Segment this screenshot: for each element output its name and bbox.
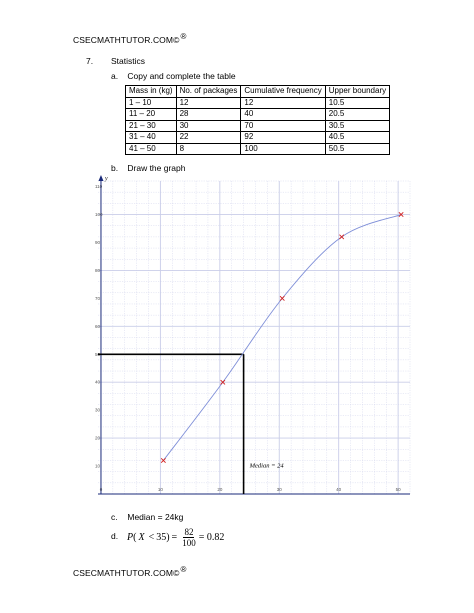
x-tick-label: 20 — [217, 487, 223, 492]
table-cell: 30.5 — [324, 119, 391, 132]
table-cell: 40.5 — [324, 131, 391, 144]
part-a: a. Copy and complete the table — [111, 71, 236, 81]
formula-p: P — [127, 532, 134, 543]
y-tick-label: 50 — [95, 352, 101, 357]
fraction-denominator: 100 — [182, 538, 196, 548]
table-cell: 100 — [240, 142, 326, 155]
table-cell: 31 – 40 — [125, 131, 177, 144]
frequency-table: Mass in (kg) No. of packages Cumulative … — [125, 85, 391, 155]
table-row: 21 – 30 30 70 30.5 — [125, 119, 391, 132]
table-cell: 50.5 — [324, 142, 391, 155]
y-tick-label: 20 — [95, 436, 101, 441]
data-point-marker — [398, 212, 404, 218]
data-point-marker — [220, 379, 226, 385]
formula-x: X — [138, 532, 145, 543]
y-tick-label: 40 — [95, 380, 101, 385]
y-axis-letter: y — [104, 176, 108, 182]
page-footer: CSECMATHTUTOR.COM©® — [73, 565, 186, 578]
x-tick-label: 10 — [158, 487, 164, 492]
table-row: 31 – 40 22 92 40.5 — [125, 131, 391, 144]
graph-axes — [98, 175, 410, 495]
table-row: 41 – 50 8 100 50.5 — [125, 142, 391, 155]
formula-result: = 0.82 — [198, 532, 225, 543]
header-registered-mark: ® — [180, 32, 187, 41]
table-header-cell: Cumulative frequency — [240, 85, 326, 98]
formula-lparen: ( — [133, 532, 137, 543]
median-annotation: Median = 24 — [249, 462, 285, 469]
formula-value: 35 — [156, 532, 167, 543]
formula-equals: = — [171, 532, 178, 543]
part-d-label-wrap: d. — [111, 531, 125, 541]
y-tick-label: 80 — [95, 268, 101, 273]
header-text: CSECMATHTUTOR.COM© — [73, 35, 180, 45]
page-header: CSECMATHTUTOR.COM©® — [73, 32, 186, 45]
y-tick-label: 10 — [95, 464, 101, 469]
table-cell: 10.5 — [324, 96, 391, 109]
part-b-text: Draw the graph — [127, 163, 186, 173]
x-tick-label: 30 — [277, 487, 283, 492]
table-cell: 92 — [240, 131, 326, 144]
part-c: c. Median = 24kg — [111, 512, 183, 522]
table-cell: 11 – 20 — [125, 108, 177, 121]
y-tick-label: 70 — [95, 296, 101, 301]
question-title: Statistics — [111, 56, 146, 66]
table-cell: 21 – 30 — [125, 119, 177, 132]
footer-text: CSECMATHTUTOR.COM© — [73, 568, 180, 578]
data-point-marker — [160, 457, 166, 463]
formula-rparen: ) — [166, 532, 170, 543]
table-row: 11 – 20 28 40 20.5 — [125, 108, 391, 121]
formula-lt: < — [148, 532, 155, 543]
table-header-cell: Mass in (kg) — [125, 85, 177, 98]
y-tick-label: 110 — [95, 184, 103, 189]
probability-formula: P ( X < 35 ) = 82 100 = 0.82 — [127, 527, 224, 548]
table-cell: 12 — [175, 96, 242, 109]
y-tick-label: 60 — [95, 324, 101, 329]
table-header-row: Mass in (kg) No. of packages Cumulative … — [125, 85, 391, 98]
part-b: b. Draw the graph — [111, 163, 186, 173]
y-tick-label: 90 — [95, 240, 101, 245]
table-row: 1 – 10 12 12 10.5 — [125, 96, 391, 109]
data-point-marker — [339, 234, 345, 240]
table-header-cell: Upper boundary — [324, 85, 391, 98]
x-tick-label: 0 — [100, 487, 103, 492]
fraction-numerator: 82 — [183, 527, 195, 538]
table-cell: 70 — [240, 119, 326, 132]
question-number: 7. — [86, 56, 94, 66]
x-tick-label: 40 — [336, 487, 342, 492]
table-cell: 41 – 50 — [125, 142, 177, 155]
graph-tick-labels: 0 10 20 30 40 50 10 20 30 40 50 60 70 80 90 100 110 — [95, 184, 401, 492]
cumulative-frequency-graph: 0 10 20 30 40 50 10 20 30 40 50 60 70 80 90 100 110 Medi… — [95, 175, 411, 495]
y-axis-arrow — [98, 175, 104, 181]
table-cell: 22 — [175, 131, 242, 144]
table-cell: 40 — [240, 108, 326, 121]
table-cell: 28 — [175, 108, 242, 121]
data-point-markers — [160, 212, 404, 463]
part-c-text: Median = 24kg — [127, 512, 184, 522]
footer-registered-mark: ® — [180, 565, 187, 574]
formula-fraction: 82 100 — [182, 527, 196, 548]
table-header-cell: No. of packages — [175, 85, 242, 98]
y-tick-label: 100 — [95, 212, 103, 217]
part-a-text: Copy and complete the table — [127, 71, 236, 81]
table-cell: 30 — [175, 119, 242, 132]
table-cell: 12 — [240, 96, 326, 109]
table-cell: 8 — [175, 142, 242, 155]
part-d-label: d. — [111, 531, 119, 541]
part-c-label: c. — [111, 512, 118, 522]
x-tick-label: 50 — [396, 487, 402, 492]
table-cell: 20.5 — [324, 108, 391, 121]
median-lines — [98, 353, 245, 494]
part-b-label: b. — [111, 163, 119, 173]
data-point-marker — [279, 295, 285, 301]
part-a-label: a. — [111, 71, 119, 81]
table-cell: 1 – 10 — [125, 96, 177, 109]
y-tick-label: 30 — [95, 408, 101, 413]
